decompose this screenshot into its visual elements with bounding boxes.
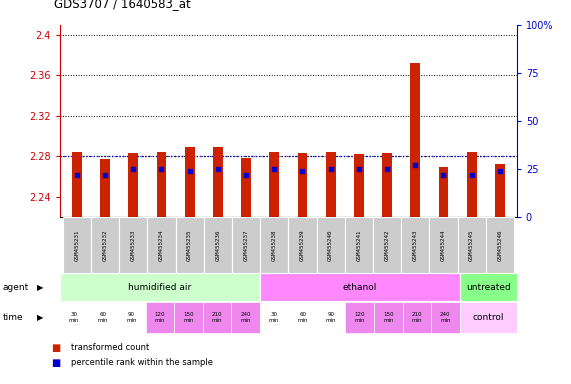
Bar (204, 217, 232, 273)
Bar (401, 217, 429, 273)
Text: transformed count: transformed count (71, 343, 150, 352)
Bar (91, 217, 119, 273)
Text: 30
min: 30 min (269, 312, 279, 323)
Text: GSM455238: GSM455238 (272, 229, 277, 261)
Bar (374, 302, 403, 333)
Text: GSM455241: GSM455241 (356, 229, 361, 261)
Text: 240
min: 240 min (440, 312, 451, 323)
Bar (260, 217, 288, 273)
Bar (429, 217, 457, 273)
Text: 120
min: 120 min (355, 312, 365, 323)
Bar (89, 302, 117, 333)
Text: GSM455234: GSM455234 (159, 229, 164, 261)
Text: ethanol: ethanol (343, 283, 377, 291)
Bar (345, 217, 373, 273)
Text: GSM455240: GSM455240 (328, 229, 333, 261)
Bar (156, 152, 166, 217)
Text: humidified air: humidified air (128, 283, 191, 291)
Text: 150
min: 150 min (183, 312, 194, 323)
Text: GSM455235: GSM455235 (187, 229, 192, 261)
Text: control: control (472, 313, 504, 322)
Bar (232, 217, 260, 273)
Bar (270, 152, 279, 217)
Bar (60, 273, 260, 301)
Bar (345, 302, 374, 333)
Text: GSM455242: GSM455242 (384, 229, 389, 261)
Bar (411, 63, 420, 217)
Text: 150
min: 150 min (383, 312, 393, 323)
Bar (260, 302, 288, 333)
Bar (495, 164, 505, 217)
Text: GSM455231: GSM455231 (74, 229, 79, 261)
Bar (457, 217, 486, 273)
Text: 240
min: 240 min (240, 312, 251, 323)
Bar (460, 273, 517, 301)
Bar (486, 217, 514, 273)
Text: GSM455232: GSM455232 (103, 229, 107, 261)
Text: ■: ■ (51, 343, 61, 353)
Text: 60
min: 60 min (297, 312, 308, 323)
Bar (100, 159, 110, 217)
Text: GSM455244: GSM455244 (441, 229, 446, 261)
Text: GSM455233: GSM455233 (131, 229, 136, 261)
Bar (316, 217, 345, 273)
Bar (439, 167, 448, 217)
Bar (147, 217, 175, 273)
Bar (325, 152, 336, 217)
Bar (288, 217, 316, 273)
Bar (403, 302, 431, 333)
Bar (241, 158, 251, 217)
Bar (260, 273, 460, 301)
Bar (467, 152, 477, 217)
Text: 120
min: 120 min (155, 312, 165, 323)
Bar (231, 302, 260, 333)
Bar (128, 153, 138, 217)
Bar (119, 217, 147, 273)
Bar (373, 217, 401, 273)
Bar (185, 147, 195, 217)
Text: agent: agent (3, 283, 29, 291)
Bar (317, 302, 345, 333)
Bar (203, 302, 231, 333)
Bar (146, 302, 174, 333)
Bar (60, 302, 89, 333)
Bar (63, 217, 91, 273)
Text: 90
min: 90 min (326, 312, 336, 323)
Bar (460, 302, 517, 333)
Text: GSM455236: GSM455236 (215, 229, 220, 261)
Text: 60
min: 60 min (98, 312, 108, 323)
Text: GSM455243: GSM455243 (413, 229, 418, 261)
Bar (288, 302, 317, 333)
Text: percentile rank within the sample: percentile rank within the sample (71, 358, 214, 367)
Bar (174, 302, 203, 333)
Text: GSM455237: GSM455237 (244, 229, 248, 261)
Text: GDS3707 / 1640583_at: GDS3707 / 1640583_at (54, 0, 191, 10)
Bar (175, 217, 204, 273)
Text: 90
min: 90 min (126, 312, 136, 323)
Text: GSM455239: GSM455239 (300, 229, 305, 261)
Text: 210
min: 210 min (212, 312, 222, 323)
Bar (297, 153, 307, 217)
Text: ▶: ▶ (37, 283, 43, 291)
Text: ■: ■ (51, 358, 61, 368)
Bar (354, 154, 364, 217)
Text: untreated: untreated (466, 283, 510, 291)
Text: GSM455246: GSM455246 (497, 229, 502, 261)
Bar (431, 302, 460, 333)
Text: 210
min: 210 min (412, 312, 422, 323)
Text: 30
min: 30 min (69, 312, 79, 323)
Bar (117, 302, 146, 333)
Text: ▶: ▶ (37, 313, 43, 322)
Bar (382, 153, 392, 217)
Text: time: time (3, 313, 23, 322)
Bar (213, 147, 223, 217)
Text: GSM455245: GSM455245 (469, 229, 474, 261)
Bar (72, 152, 82, 217)
